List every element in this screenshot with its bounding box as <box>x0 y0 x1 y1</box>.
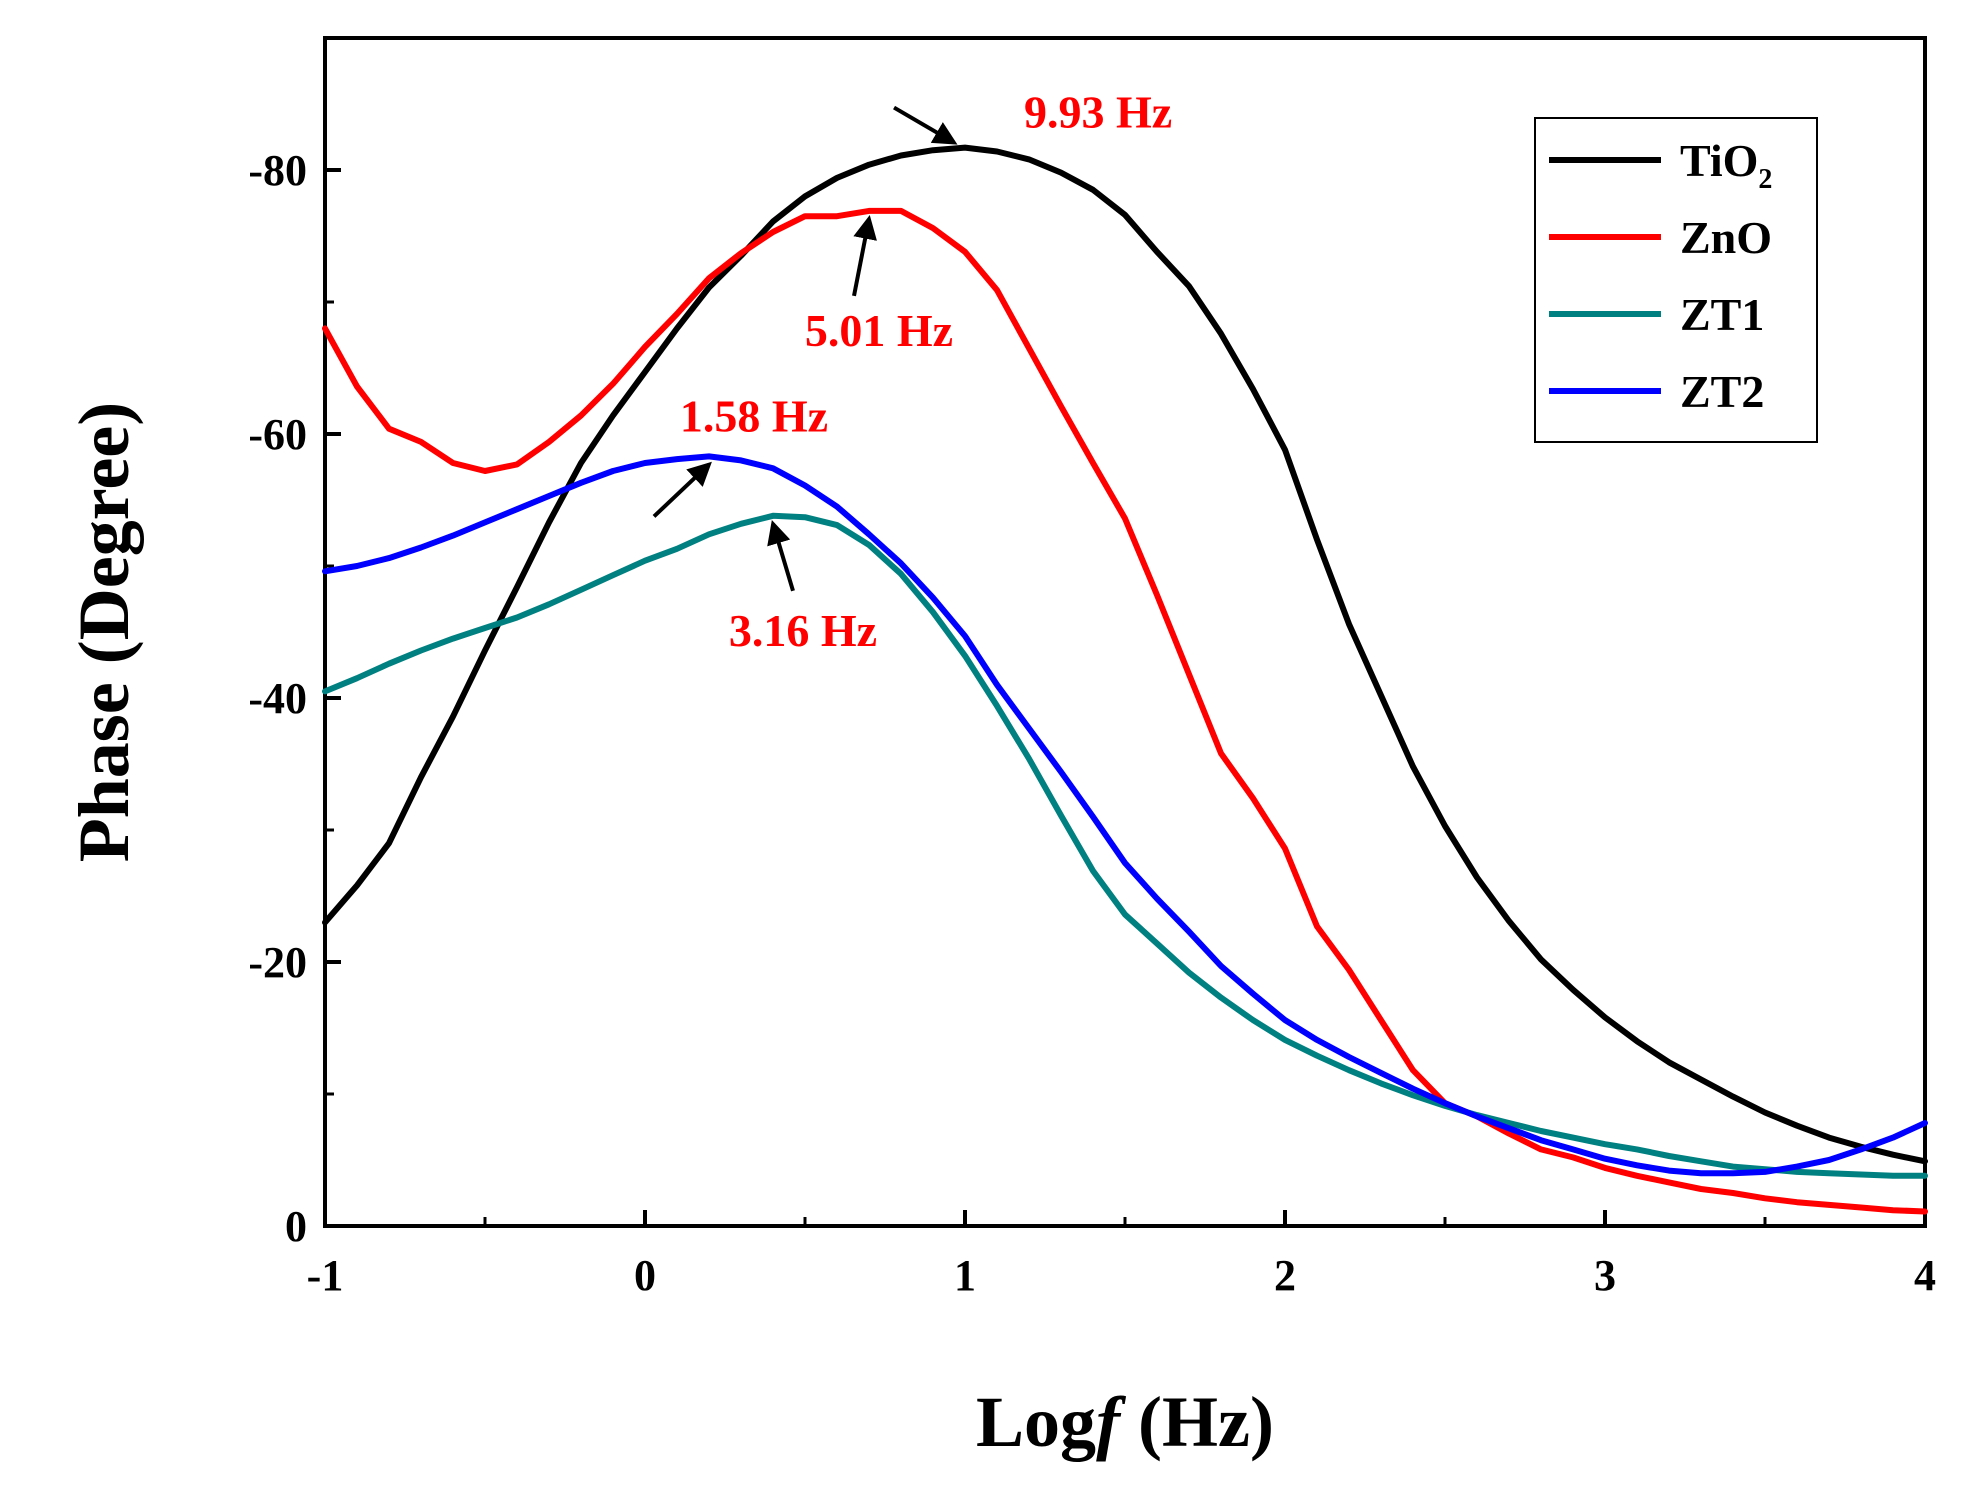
legend-label: ZT1 <box>1680 289 1764 340</box>
legend-label: TiO2 <box>1680 135 1772 195</box>
x-tick-label: 4 <box>1914 1251 1936 1300</box>
x-tick-label: 0 <box>634 1251 656 1300</box>
legend-label: ZnO <box>1680 212 1772 263</box>
annotation-arrow <box>767 520 795 592</box>
y-axis-title: Phase (Degree) <box>64 402 144 862</box>
series-line-zt1 <box>322 512 1928 1179</box>
x-axis-title: Logf (Hz) <box>976 1382 1274 1462</box>
series-line-tio <box>322 144 1928 1165</box>
x-tick-label: -1 <box>307 1251 344 1300</box>
legend-label-main: ZT2 <box>1680 366 1764 417</box>
legend-label: ZT2 <box>1680 366 1764 417</box>
x-axis-title-main: Log <box>976 1382 1096 1462</box>
y-tick-label: -40 <box>248 674 307 723</box>
legend-label-main: ZnO <box>1680 212 1772 263</box>
x-tick-label: 2 <box>1274 1251 1296 1300</box>
annotation-arrow <box>893 105 958 145</box>
annotation-arrow <box>652 461 712 518</box>
series-line-zt2 <box>322 453 1928 1177</box>
y-tick-label: -60 <box>248 410 307 459</box>
legend-label-subscript: 2 <box>1758 164 1772 195</box>
x-tick-label: 1 <box>954 1251 976 1300</box>
annotation-arrow <box>852 214 877 297</box>
y-tick-label: -20 <box>248 938 307 987</box>
annotation-label: 1.58 Hz <box>680 390 828 441</box>
annotation-label: 3.16 Hz <box>729 605 877 656</box>
annotation-label: 9.93 Hz <box>1024 87 1172 138</box>
y-tick-label: -80 <box>248 146 307 195</box>
x-axis-title-unit: (Hz) <box>1120 1382 1274 1462</box>
annotation-label: 5.01 Hz <box>805 305 953 356</box>
legend-label-main: TiO <box>1680 135 1758 186</box>
x-tick-label: 3 <box>1594 1251 1616 1300</box>
legend-label-main: ZT1 <box>1680 289 1764 340</box>
series-line-zno <box>322 207 1928 1215</box>
y-tick-label: 0 <box>285 1202 307 1251</box>
